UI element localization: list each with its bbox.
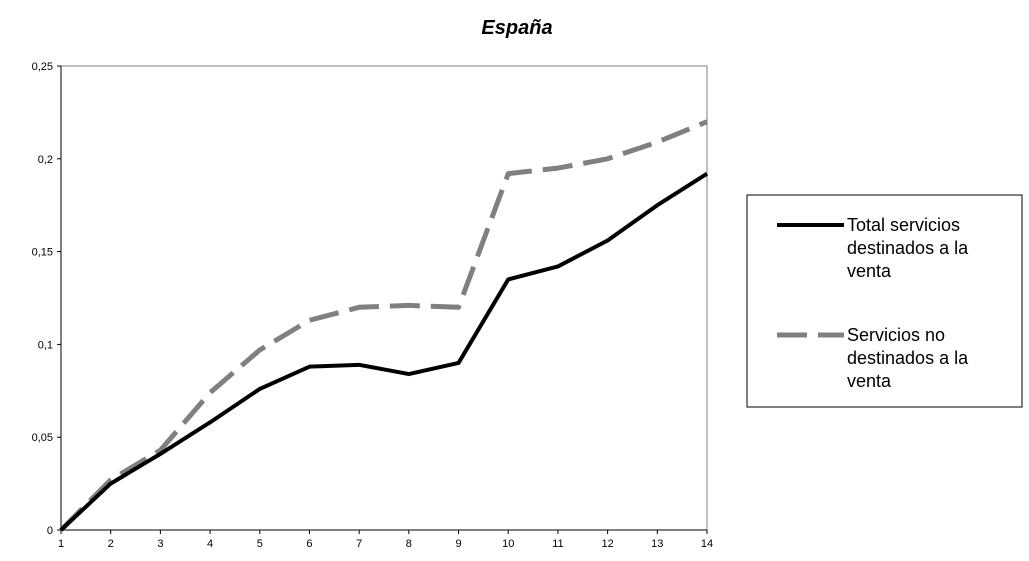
x-tick-label: 4 [207,538,213,550]
plot-area [61,66,707,530]
x-tick-label: 3 [157,538,163,550]
legend-label-1: venta [847,261,892,281]
legend-label-2: Servicios no [847,325,945,345]
legend-label-2: venta [847,371,892,391]
legend-label-1: destinados a la [847,238,969,258]
x-tick-label: 12 [601,538,613,550]
y-tick-label: 0,25 [32,61,53,73]
series-line-1 [61,174,707,530]
x-tick-label: 11 [552,538,563,550]
x-tick-label: 13 [651,538,663,550]
x-axis-ticks: 1 2 3 4 5 6 7 8 9 10 11 12 13 14 [58,530,713,550]
x-tick-label: 1 [58,538,64,550]
x-tick-label: 8 [406,538,412,550]
legend: Total servicios destinados a la venta Servi… [747,195,1022,407]
x-tick-label: 14 [701,538,713,550]
chart-title: España [481,17,552,39]
y-tick-label: 0,05 [32,432,53,444]
x-tick-label: 10 [502,538,514,550]
series-line-2 [61,122,707,530]
x-tick-label: 2 [108,538,114,550]
y-tick-label: 0,15 [32,247,53,259]
x-tick-label: 9 [455,538,461,550]
x-tick-label: 6 [306,538,312,550]
series-layer [61,122,707,530]
y-tick-label: 0,1 [38,339,53,351]
legend-label-2: destinados a la [847,348,969,368]
y-axis-ticks: 0 0,05 0,1 0,15 0,2 0,25 [32,61,61,537]
legend-label-1: Total servicios [847,215,960,235]
y-tick-label: 0,2 [38,154,53,166]
y-tick-label: 0 [47,525,53,537]
x-tick-label: 5 [257,538,263,550]
x-tick-label: 7 [356,538,362,550]
